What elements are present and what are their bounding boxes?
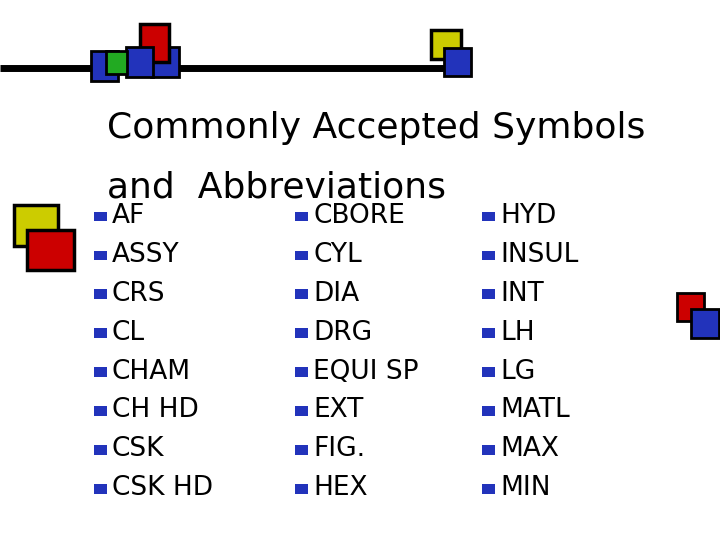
Text: INT: INT	[500, 281, 544, 307]
Bar	[677, 293, 704, 321]
Bar	[431, 30, 461, 59]
Bar	[691, 309, 719, 338]
Text: EQUI SP: EQUI SP	[313, 359, 419, 384]
Text: LG: LG	[500, 359, 536, 384]
Bar	[94, 289, 107, 299]
Text: and  Abbreviations: and Abbreviations	[107, 170, 446, 204]
Text: DRG: DRG	[313, 320, 372, 346]
Bar	[151, 47, 179, 77]
Text: CL: CL	[112, 320, 145, 346]
Bar	[482, 484, 495, 494]
Bar	[295, 212, 308, 221]
Text: CBORE: CBORE	[313, 203, 405, 229]
Text: ASSY: ASSY	[112, 242, 179, 268]
Text: HEX: HEX	[313, 475, 368, 501]
Text: MIN: MIN	[500, 475, 551, 501]
Bar	[94, 445, 107, 455]
Text: Commonly Accepted Symbols: Commonly Accepted Symbols	[107, 111, 645, 145]
Bar	[94, 328, 107, 338]
Bar	[14, 205, 58, 246]
Bar	[27, 230, 74, 270]
Bar	[444, 48, 471, 76]
Text: MATL: MATL	[500, 397, 570, 423]
Text: AF: AF	[112, 203, 145, 229]
Text: CSK HD: CSK HD	[112, 475, 212, 501]
Bar	[482, 367, 495, 377]
Bar	[295, 367, 308, 377]
Bar	[94, 484, 107, 494]
Bar	[482, 212, 495, 221]
Bar	[295, 484, 308, 494]
Text: CRS: CRS	[112, 281, 165, 307]
Text: CYL: CYL	[313, 242, 362, 268]
Text: HYD: HYD	[500, 203, 557, 229]
Bar	[295, 251, 308, 260]
Text: INSUL: INSUL	[500, 242, 579, 268]
Text: LH: LH	[500, 320, 535, 346]
Bar	[140, 24, 169, 62]
Bar	[482, 445, 495, 455]
Bar	[482, 328, 495, 338]
Bar	[94, 212, 107, 221]
Text: FIG.: FIG.	[313, 436, 365, 462]
Bar	[295, 445, 308, 455]
Text: CHAM: CHAM	[112, 359, 191, 384]
Bar	[482, 289, 495, 299]
Bar	[295, 328, 308, 338]
Text: EXT: EXT	[313, 397, 364, 423]
Bar	[94, 406, 107, 416]
Bar	[106, 51, 127, 74]
Bar	[482, 251, 495, 260]
Bar	[94, 367, 107, 377]
Text: DIA: DIA	[313, 281, 359, 307]
Text: CSK: CSK	[112, 436, 164, 462]
Bar	[295, 406, 308, 416]
Text: MAX: MAX	[500, 436, 559, 462]
Bar	[295, 289, 308, 299]
Text: CH HD: CH HD	[112, 397, 198, 423]
Bar	[126, 47, 153, 77]
Bar	[91, 51, 118, 81]
Bar	[482, 406, 495, 416]
Bar	[94, 251, 107, 260]
